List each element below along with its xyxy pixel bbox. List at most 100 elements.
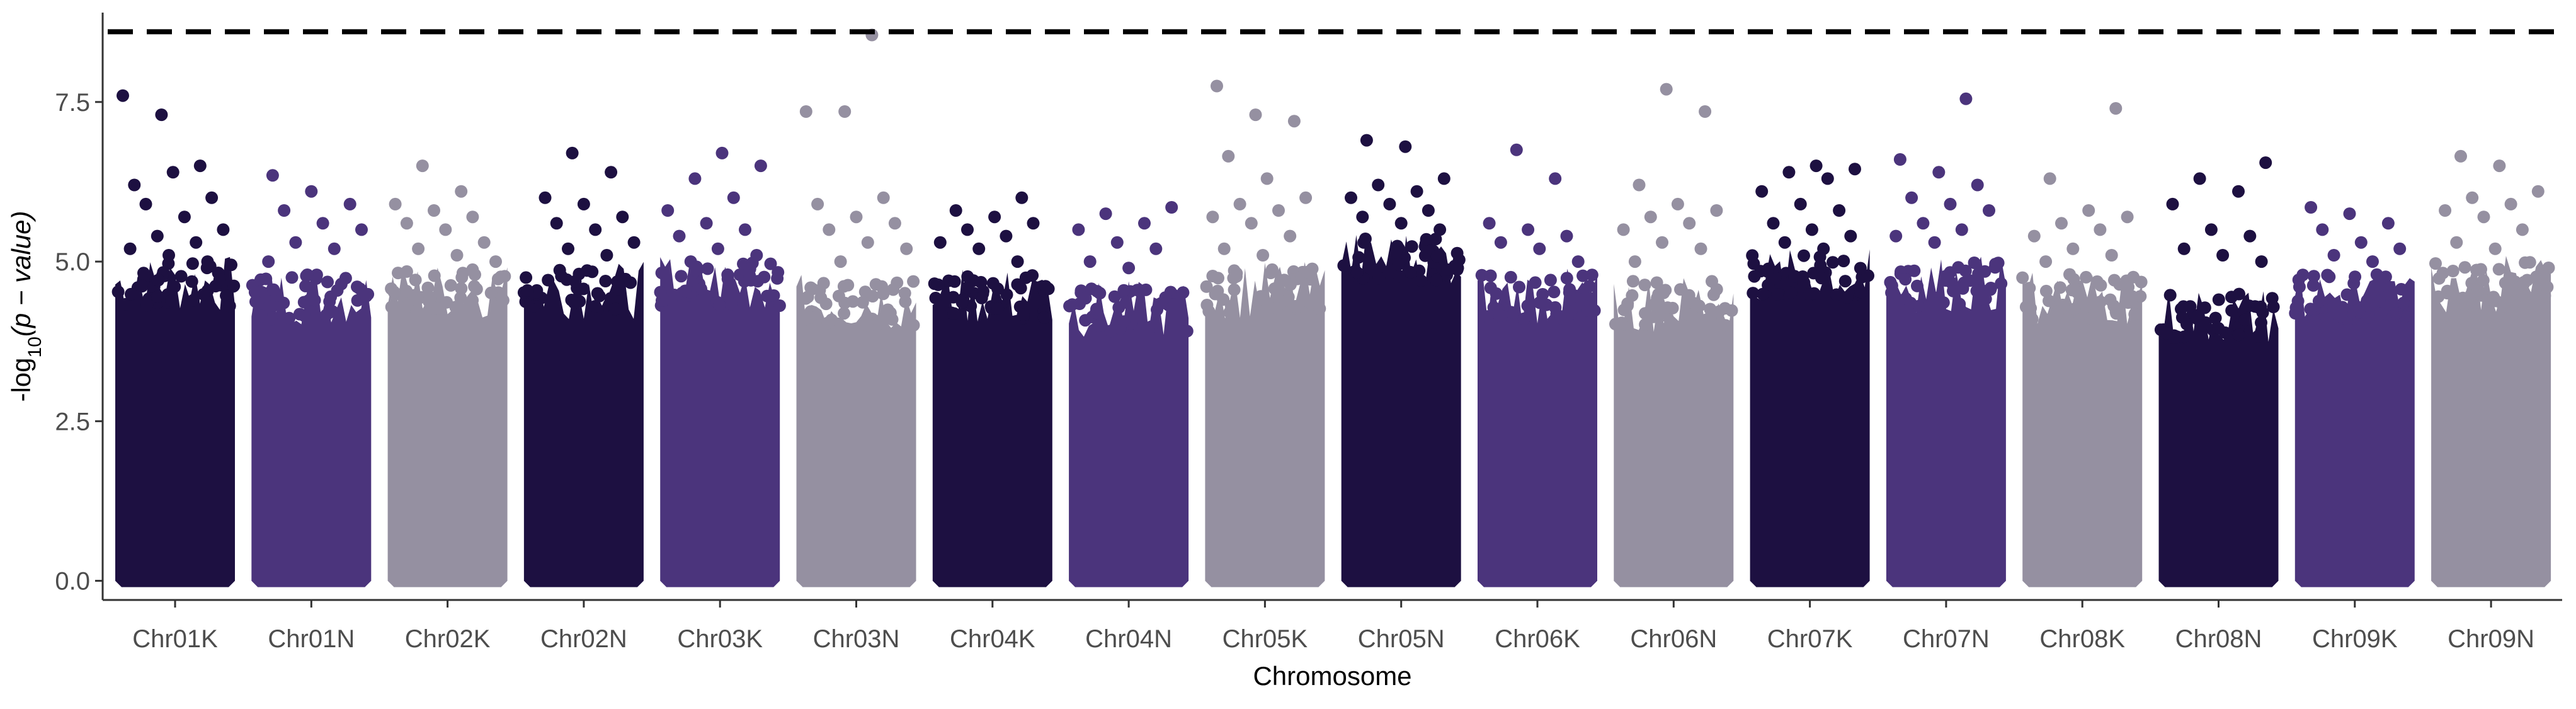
chromosome-point-clouds	[111, 233, 2555, 587]
data-point-Chr07K	[1833, 204, 1846, 217]
band-edge-point	[1617, 303, 1631, 316]
band-edge-point	[841, 279, 855, 292]
data-point-Chr07N	[1955, 223, 1968, 236]
band-edge-point	[1904, 296, 1917, 309]
band-edge-point	[259, 272, 273, 285]
data-point-Chr05K	[1260, 172, 1274, 185]
data-point-Chr05K	[1206, 210, 1219, 224]
data-point-Chr02N	[600, 249, 613, 262]
band-edge-point	[1392, 258, 1405, 271]
band-fill	[2294, 270, 2415, 587]
data-point-Chr05K	[1233, 197, 1246, 210]
band-edge-point	[1404, 265, 1417, 279]
band-edge-point	[1798, 249, 1810, 262]
data-point-Chr06N	[1644, 210, 1657, 224]
band-edge-point	[326, 305, 339, 318]
band-edge-point	[870, 319, 883, 332]
band-edge-point	[1674, 283, 1687, 296]
chromosome-band-Chr07N	[1884, 257, 2008, 587]
band-edge-point	[2080, 270, 2093, 284]
band-edge-point	[832, 289, 845, 303]
data-point-Chr04N	[1138, 217, 1151, 230]
band-edge-point	[1989, 258, 2002, 270]
band-edge-point	[1854, 285, 1867, 299]
data-point-Chr09N	[2516, 223, 2529, 236]
band-edge-point	[1092, 319, 1105, 331]
band-edge-point	[655, 267, 668, 280]
data-point-Chr05K	[1245, 217, 1258, 230]
band-edge-point	[1995, 277, 2008, 290]
data-point-Chr08K	[2121, 210, 2134, 224]
data-point-Chr02K	[416, 159, 429, 173]
band-edge-point	[297, 309, 311, 322]
data-point-Chr04K	[972, 242, 986, 255]
data-point-Chr01K	[190, 236, 203, 249]
data-point-Chr07K	[1805, 223, 1818, 236]
band-edge-point	[2466, 299, 2480, 312]
band-edge-point	[449, 301, 462, 314]
data-point-Chr04N	[1110, 236, 1124, 249]
data-point-Chr02K	[450, 249, 464, 262]
data-point-Chr01N	[278, 204, 291, 217]
data-point-Chr03N	[888, 217, 901, 230]
band-edge-point	[1626, 289, 1639, 302]
band-edge-point	[1838, 275, 1852, 288]
band-edge-point	[764, 257, 777, 270]
band-edge-point	[1450, 246, 1464, 260]
data-point-Chr08N	[2232, 185, 2245, 198]
data-point-Chr06K	[1571, 255, 1585, 268]
band-edge-point	[1292, 300, 1305, 313]
band-edge-point	[1177, 286, 1190, 299]
band-edge-point	[2306, 279, 2320, 292]
chromosome-band-Chr08K	[2016, 268, 2148, 587]
data-point-Chr04K	[949, 204, 962, 217]
data-point-Chr03K	[715, 146, 729, 159]
band-edge-point	[1104, 325, 1117, 338]
data-point-Chr06K	[1483, 217, 1496, 230]
band-edge-point	[678, 284, 692, 297]
data-point-Chr07K	[1782, 166, 1796, 179]
data-point-Chr09K	[2354, 236, 2368, 249]
data-point-Chr01K	[205, 191, 219, 204]
data-point-Chr07K	[1849, 163, 1861, 176]
data-point-Chr06N	[1683, 217, 1696, 230]
data-point-Chr05K	[1222, 149, 1235, 163]
band-edge-point	[484, 286, 498, 299]
data-point-Chr07K	[1778, 236, 1791, 249]
chromosome-band-Chr04K	[928, 269, 1055, 587]
band-edge-point	[305, 292, 318, 306]
data-point-Chr01N	[343, 197, 356, 210]
data-point-Chr01N	[355, 223, 368, 236]
data-point-Chr05K	[1299, 191, 1313, 204]
band-edge-point	[1747, 287, 1760, 300]
band-edge-point	[1573, 313, 1587, 326]
data-point-Chr02N	[566, 146, 579, 159]
band-edge-point	[423, 291, 436, 304]
band-edge-point	[2113, 278, 2126, 291]
band-edge-point	[111, 285, 125, 298]
band-fill	[796, 275, 916, 587]
band-edge-point	[1254, 305, 1267, 318]
band-edge-point	[1770, 288, 1784, 301]
band-edge-point	[2083, 311, 2097, 325]
data-point-Chr03K	[727, 191, 740, 204]
band-edge-point	[2370, 268, 2383, 281]
data-point-Chr08N	[2259, 156, 2272, 170]
x-tick-label: Chr01N	[268, 625, 355, 653]
band-edge-point	[428, 269, 441, 282]
data-point-Chr01K	[139, 197, 152, 210]
band-edge-point	[542, 274, 555, 287]
band-edge-point	[772, 266, 785, 279]
band-edge-point	[2054, 281, 2066, 294]
band-edge-point	[1513, 280, 1525, 294]
band-edge-point	[140, 299, 154, 312]
band-edge-point	[1583, 280, 1596, 293]
chromosome-band-Chr03N	[796, 275, 920, 587]
band-edge-point	[701, 262, 714, 275]
band-edge-point	[1748, 270, 1761, 283]
y-axis-title: -log10(p − value)	[6, 210, 45, 401]
band-edge-point	[1978, 265, 1992, 278]
band-edge-point	[2390, 306, 2403, 320]
band-edge-point	[165, 294, 178, 308]
chromosome-band-Chr06K	[1475, 268, 1601, 587]
